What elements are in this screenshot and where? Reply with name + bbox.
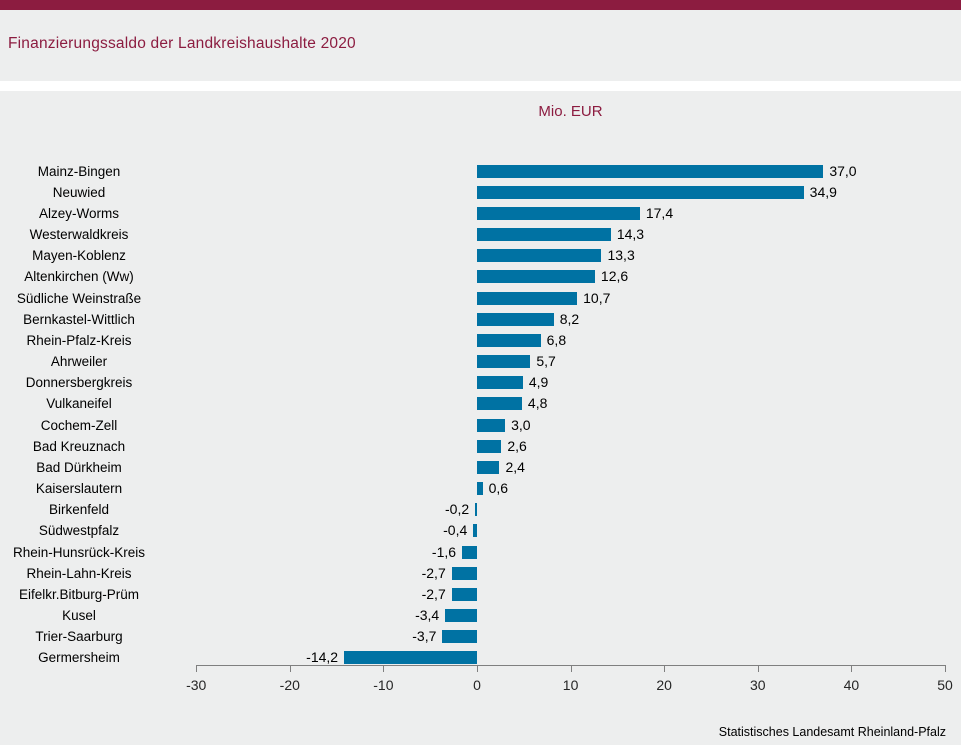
category-label: Neuwied — [52, 184, 106, 200]
chart-bar — [477, 206, 640, 220]
value-label: 2,4 — [505, 458, 525, 475]
value-label: 8,2 — [559, 310, 580, 327]
value-label: 2,6 — [507, 437, 527, 454]
x-axis-tick — [757, 665, 759, 672]
value-label: 5,7 — [536, 353, 556, 370]
value-label: -0,2 — [445, 501, 470, 518]
chart-bar — [451, 566, 477, 580]
chart-bar — [477, 312, 554, 326]
value-label: -1,6 — [431, 543, 457, 560]
chart-bar — [477, 185, 804, 199]
category-label: Alzey-Worms — [38, 205, 119, 221]
chart-bar — [477, 270, 595, 284]
category-label: Bernkastel-Wittlich — [23, 311, 135, 327]
chart-bar — [477, 249, 602, 263]
x-axis-line — [196, 665, 945, 666]
category-label: Bad Dürkheim — [36, 459, 122, 475]
category-label: Trier-Saarburg — [35, 629, 123, 645]
chart-bar — [445, 609, 477, 623]
category-label: Altenkirchen (Ww) — [24, 269, 134, 285]
category-label: Rhein-Hunsrück-Kreis — [12, 544, 146, 560]
category-label: Mainz-Bingen — [37, 163, 121, 179]
chart-bar — [477, 482, 483, 496]
x-axis-tick-label: -30 — [186, 677, 207, 693]
x-axis-tick — [289, 665, 291, 672]
value-label: 13,3 — [607, 247, 635, 264]
chart-bar — [477, 418, 506, 432]
category-label: Rhein-Pfalz-Kreis — [26, 332, 132, 348]
category-label: Kusel — [62, 608, 96, 624]
x-axis-tick-label: -10 — [373, 677, 394, 693]
category-label: Westerwaldkreis — [29, 227, 129, 242]
value-label: 12,6 — [600, 268, 629, 285]
category-label: Germersheim — [38, 650, 120, 666]
chart-bar — [477, 291, 578, 305]
chart-bar — [451, 587, 477, 601]
x-axis-tick — [851, 665, 853, 672]
value-label: 3,0 — [511, 416, 531, 433]
value-label: 10,7 — [583, 289, 611, 306]
chart-bar — [477, 376, 523, 390]
value-label: 6,8 — [546, 331, 567, 348]
chart-bar — [477, 228, 611, 241]
value-label: -3,4 — [415, 607, 440, 624]
source-attribution: Statistisches Landesamt Rheinland-Pfalz — [718, 725, 946, 739]
category-label: Südliche Weinstraße — [16, 290, 142, 306]
chart-bar — [477, 355, 531, 369]
chart-bar — [477, 397, 522, 411]
x-axis-tick — [664, 665, 666, 672]
value-label: -2,7 — [421, 585, 446, 602]
x-axis-tick-label: 0 — [473, 677, 481, 693]
x-axis-tick — [383, 665, 385, 672]
category-label: Cochem-Zell — [40, 417, 118, 433]
category-label: Vulkaneifel — [46, 396, 112, 412]
x-axis-tick-label: 20 — [656, 677, 672, 693]
top-accent-bar — [0, 0, 961, 10]
value-label: 37,0 — [829, 162, 857, 179]
category-label: Ahrweiler — [50, 354, 108, 370]
category-label: Bad Kreuznach — [32, 438, 126, 454]
value-label: 17,4 — [645, 204, 674, 221]
value-label: 14,3 — [616, 226, 645, 242]
header-band — [0, 10, 961, 81]
chart-bar — [477, 439, 502, 453]
header-divider — [0, 81, 961, 91]
page-title: Finanzierungssaldo der Landkreishaushalt… — [8, 35, 356, 52]
chart-bar — [442, 630, 477, 644]
value-label: -3,7 — [412, 628, 437, 645]
x-axis-tick-label: 40 — [843, 677, 860, 693]
value-label: -14,2 — [306, 649, 339, 666]
value-label: -0,4 — [443, 522, 468, 539]
chart-bar — [477, 333, 541, 347]
x-axis-tick — [477, 665, 478, 672]
x-axis-tick — [570, 665, 572, 672]
x-axis-tick — [196, 665, 198, 672]
chart-bar — [477, 460, 500, 474]
value-label: 34,9 — [809, 183, 837, 200]
x-axis-tick — [945, 665, 946, 672]
x-axis-tick-label: 30 — [750, 677, 766, 693]
category-label: Südwestpfalz — [38, 523, 120, 539]
chart-area-background — [0, 91, 961, 745]
chart-bar — [344, 651, 477, 665]
value-label: 4,8 — [527, 395, 548, 412]
category-label: Donnersbergkreis — [25, 375, 133, 391]
chart-bar — [475, 503, 477, 517]
category-label: Eifelkr.Bitburg-Prüm — [18, 586, 140, 602]
category-label: Rhein-Lahn-Kreis — [26, 565, 132, 581]
value-label: 4,9 — [528, 374, 549, 391]
category-label: Kaiserslautern — [35, 481, 123, 497]
chart-unit-label: Mio. EUR — [538, 103, 603, 120]
x-axis-tick-label: -20 — [279, 677, 300, 693]
chart-bar — [473, 524, 477, 538]
category-label: Birkenfeld — [48, 502, 110, 518]
x-axis-tick-label: 10 — [562, 677, 579, 693]
category-label: Mayen-Koblenz — [32, 248, 126, 264]
value-label: 0,6 — [488, 480, 509, 497]
value-label: -2,7 — [421, 564, 446, 581]
x-axis-tick-label: 50 — [937, 677, 953, 693]
chart-bar — [462, 545, 477, 559]
chart-bar — [477, 164, 824, 178]
